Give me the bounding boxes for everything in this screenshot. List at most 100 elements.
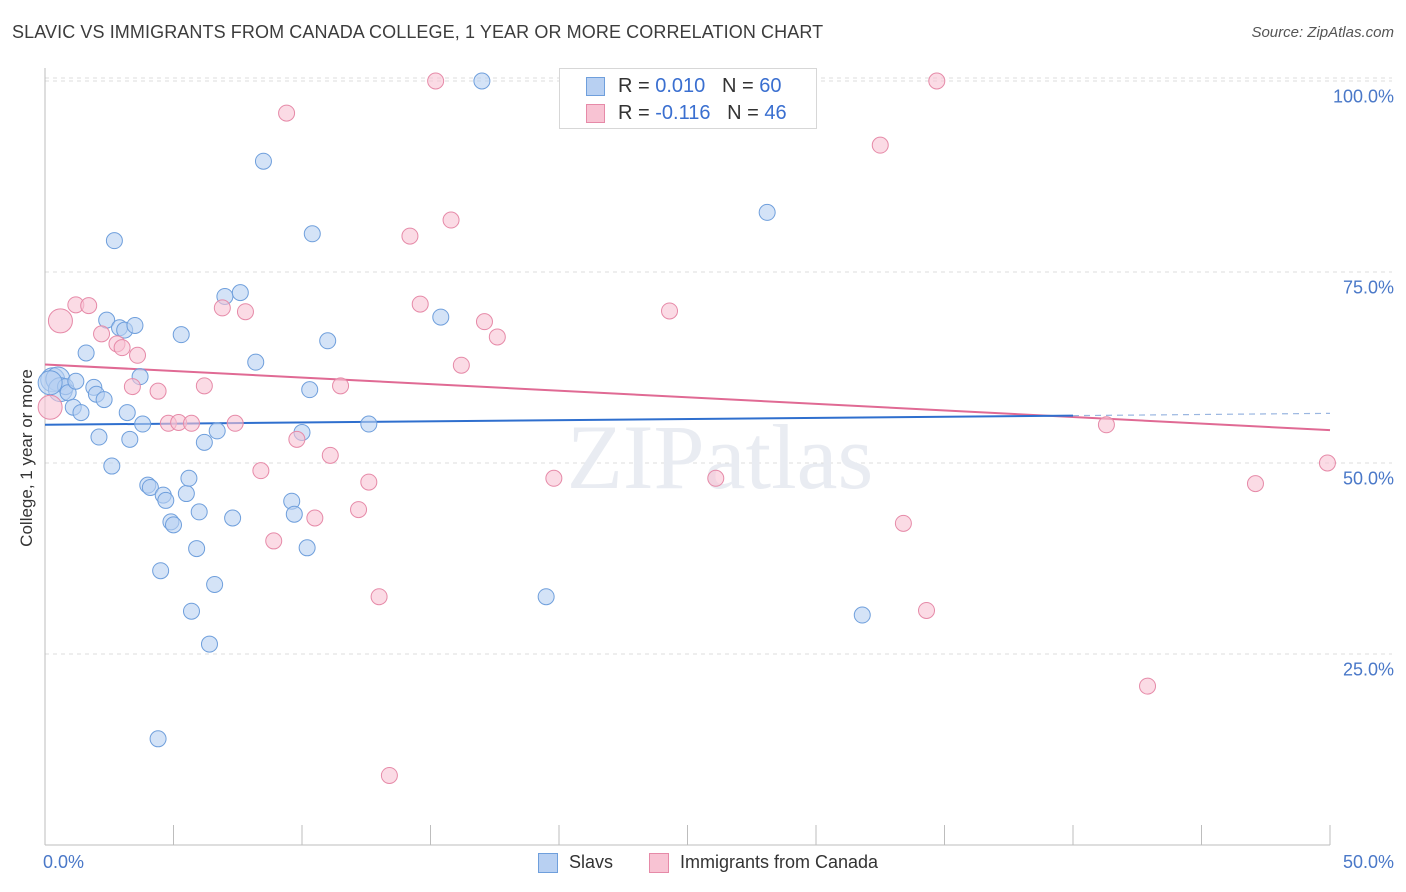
point-slavs	[118, 404, 136, 422]
point-canada	[928, 72, 946, 90]
point-canada	[411, 295, 429, 313]
point-slavs	[190, 503, 208, 521]
point-slavs	[105, 232, 123, 250]
point-slavs	[298, 539, 316, 557]
point-canada	[370, 588, 388, 606]
legend-label: Immigrants from Canada	[680, 852, 879, 872]
point-slavs	[537, 588, 555, 606]
slavs-legend-swatch-icon	[538, 853, 558, 873]
slavs-swatch-icon	[586, 77, 605, 96]
point-canada	[871, 136, 889, 154]
point-slavs	[126, 316, 144, 334]
y-tick-100: 100.0%	[1332, 86, 1394, 107]
point-slavs	[319, 332, 337, 350]
point-canada	[918, 601, 936, 619]
point-canada	[332, 377, 350, 395]
source-credit: Source: ZipAtlas.com	[1251, 24, 1394, 41]
point-canada	[37, 394, 63, 420]
point-slavs	[182, 602, 200, 620]
point-slavs	[103, 457, 121, 475]
point-canada	[1318, 454, 1336, 472]
point-canada	[1097, 416, 1115, 434]
point-slavs	[152, 562, 170, 580]
point-slavs	[758, 203, 776, 221]
n-value: 46	[764, 102, 787, 124]
point-canada	[1139, 677, 1157, 695]
point-slavs	[149, 730, 167, 748]
point-canada	[182, 414, 200, 432]
point-canada	[236, 303, 254, 321]
point-canada	[427, 72, 445, 90]
chart-title: SLAVIC VS IMMIGRANTS FROM CANADA COLLEGE…	[12, 22, 824, 42]
point-canada	[894, 514, 912, 532]
point-slavs	[121, 430, 139, 448]
point-slavs	[37, 370, 63, 396]
x-tick-min: 0.0%	[43, 852, 85, 872]
point-slavs	[224, 509, 242, 527]
point-canada	[545, 469, 563, 487]
point-slavs	[360, 415, 378, 433]
point-canada	[1246, 475, 1264, 493]
point-slavs	[77, 344, 95, 362]
point-slavs	[432, 308, 450, 326]
point-slavs	[200, 635, 218, 653]
point-slavs	[853, 606, 871, 624]
watermark: ZIPatlas	[567, 406, 874, 508]
point-canada	[80, 297, 98, 315]
point-canada	[226, 414, 244, 432]
r-label: R =	[618, 102, 656, 124]
canada-swatch-icon	[586, 104, 605, 123]
point-canada	[252, 462, 270, 480]
point-slavs	[473, 72, 491, 90]
point-slavs	[90, 428, 108, 446]
n-label: N =	[721, 75, 760, 97]
point-slavs	[254, 152, 272, 170]
point-canada	[475, 313, 493, 331]
x-tick-max: 50.0%	[1342, 852, 1394, 872]
point-slavs	[285, 505, 303, 523]
grid-lines	[45, 77, 1392, 655]
point-slavs	[247, 353, 265, 371]
point-slavs	[157, 491, 175, 509]
x-axis	[44, 68, 1331, 846]
point-slavs	[195, 433, 213, 451]
point-canada	[47, 308, 73, 334]
point-slavs	[303, 225, 321, 243]
point-slavs	[177, 485, 195, 503]
point-canada	[265, 532, 283, 550]
point-slavs	[206, 575, 224, 593]
n-value: 60	[759, 75, 782, 97]
point-canada	[288, 430, 306, 448]
y-tick-25: 25.0%	[1342, 659, 1394, 680]
point-canada	[306, 509, 324, 527]
legend-label: Slavs	[569, 852, 614, 872]
point-slavs	[165, 516, 182, 534]
point-canada	[401, 227, 419, 245]
point-canada	[278, 104, 296, 122]
y-tick-50: 50.0%	[1342, 468, 1394, 489]
point-slavs	[72, 404, 90, 422]
point-slavs	[301, 381, 319, 399]
point-canada	[442, 211, 460, 229]
point-slavs	[95, 391, 113, 409]
point-canada	[213, 299, 231, 317]
r-value: -0.116	[655, 102, 711, 124]
point-slavs	[141, 478, 159, 496]
point-canada	[113, 339, 131, 357]
point-canada	[149, 382, 167, 400]
point-canada	[123, 378, 141, 396]
point-slavs	[231, 284, 249, 302]
trend-line-canada	[44, 363, 1331, 432]
r-value: 0.010	[655, 75, 706, 97]
point-slavs	[134, 415, 152, 433]
n-label: N =	[727, 102, 765, 124]
point-canada	[661, 302, 679, 320]
point-canada	[380, 766, 398, 784]
point-canada	[452, 356, 470, 374]
data-points	[37, 72, 1336, 784]
point-canada	[360, 473, 378, 491]
point-canada	[129, 346, 147, 364]
trend-line-slavs-extension	[1072, 412, 1331, 417]
point-slavs	[208, 422, 226, 440]
